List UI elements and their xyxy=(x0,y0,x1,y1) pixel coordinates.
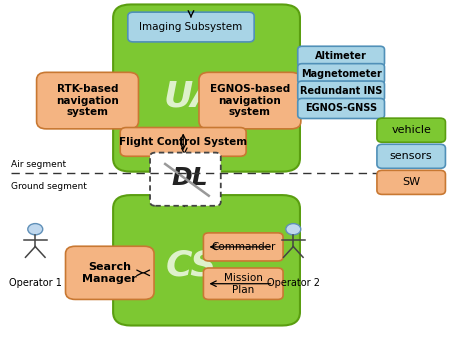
FancyBboxPatch shape xyxy=(150,153,221,206)
FancyBboxPatch shape xyxy=(65,246,154,300)
Text: CS: CS xyxy=(165,248,217,282)
Text: RTK-based
navigation
system: RTK-based navigation system xyxy=(56,84,119,117)
Text: Air segment: Air segment xyxy=(11,160,66,169)
FancyBboxPatch shape xyxy=(203,233,283,261)
Text: UA: UA xyxy=(163,80,219,114)
FancyBboxPatch shape xyxy=(298,81,385,101)
FancyBboxPatch shape xyxy=(377,144,445,168)
FancyBboxPatch shape xyxy=(298,98,385,119)
Text: vehicle: vehicle xyxy=(391,125,431,135)
Text: sensors: sensors xyxy=(390,151,433,161)
FancyBboxPatch shape xyxy=(120,128,246,156)
FancyBboxPatch shape xyxy=(377,118,445,142)
Text: Flight Control System: Flight Control System xyxy=(119,137,247,147)
Text: Search
Manager: Search Manager xyxy=(83,262,137,284)
Text: Operator 1: Operator 1 xyxy=(9,278,62,288)
FancyBboxPatch shape xyxy=(128,12,254,42)
Text: Altimeter: Altimeter xyxy=(315,51,367,61)
Circle shape xyxy=(28,224,43,235)
Text: Magnetometer: Magnetometer xyxy=(301,69,381,79)
FancyBboxPatch shape xyxy=(298,64,385,84)
Text: SW: SW xyxy=(402,177,420,187)
FancyBboxPatch shape xyxy=(37,72,138,129)
Text: DL: DL xyxy=(172,166,208,189)
Text: Commander: Commander xyxy=(211,242,276,252)
FancyBboxPatch shape xyxy=(203,268,283,300)
Text: EGNOS-GNSS: EGNOS-GNSS xyxy=(305,103,377,114)
FancyBboxPatch shape xyxy=(298,46,385,66)
FancyBboxPatch shape xyxy=(113,4,300,172)
FancyBboxPatch shape xyxy=(113,195,300,325)
FancyBboxPatch shape xyxy=(377,170,445,194)
Text: Mission
Plan: Mission Plan xyxy=(224,273,263,294)
Text: Redundant INS: Redundant INS xyxy=(300,86,382,96)
Text: Operator 2: Operator 2 xyxy=(267,278,320,288)
Text: Imaging Subsystem: Imaging Subsystem xyxy=(139,22,242,32)
Circle shape xyxy=(286,224,301,235)
Text: Ground segment: Ground segment xyxy=(11,182,87,191)
FancyBboxPatch shape xyxy=(199,72,301,129)
Text: EGNOS-based
navigation
system: EGNOS-based navigation system xyxy=(210,84,290,117)
